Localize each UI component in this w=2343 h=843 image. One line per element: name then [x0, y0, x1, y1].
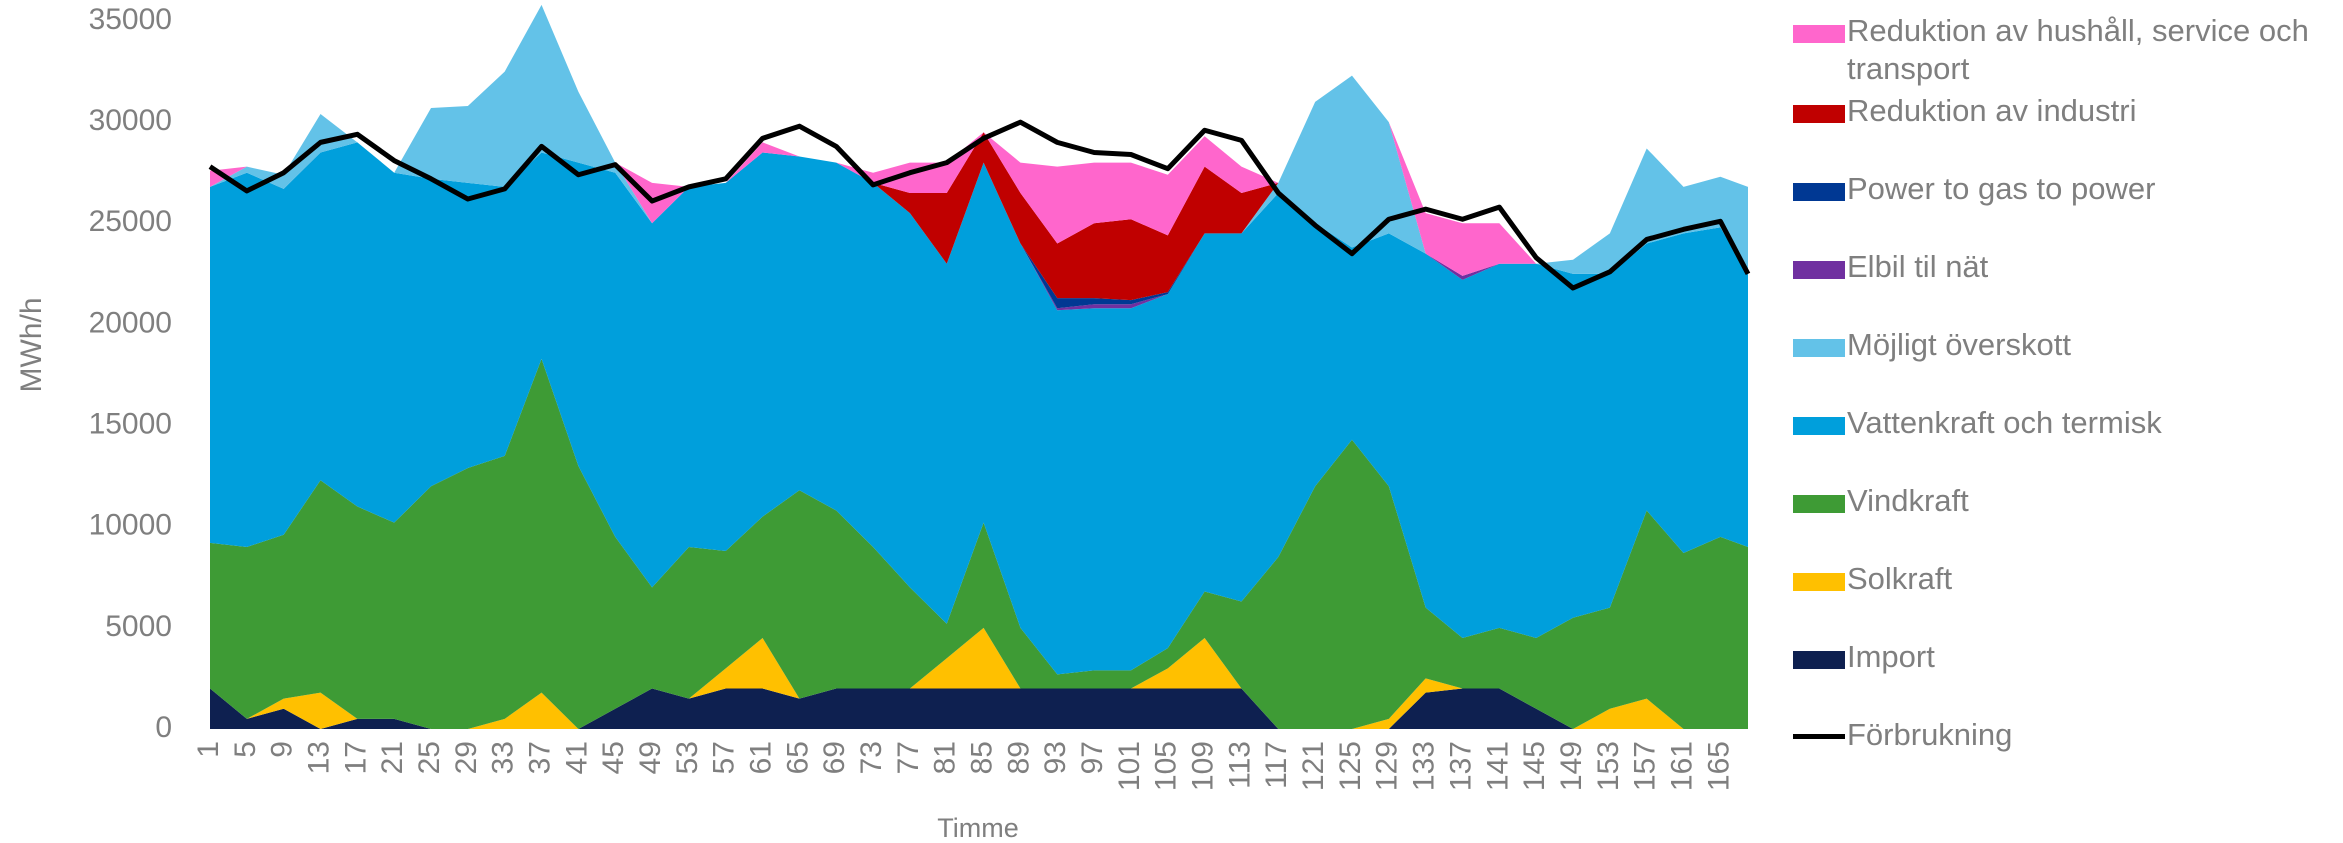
x-tick-label: 113 [1223, 741, 1256, 789]
area [210, 627, 1748, 729]
x-tick-label: 105 [1150, 741, 1183, 791]
x-tick-label: 65 [781, 741, 814, 774]
y-tick-label: 15000 [89, 407, 172, 440]
consumption-line [208, 119, 1751, 291]
legend-item: Solkraft [1793, 560, 1952, 598]
x-tick-label: 61 [744, 741, 777, 774]
legend-swatch [1793, 573, 1845, 591]
x-tick-label: 133 [1408, 741, 1441, 791]
x-tick-label: 117 [1260, 741, 1293, 789]
legend-label: Reduktion av industri [1847, 93, 2137, 128]
y-tick-label: 25000 [89, 205, 172, 238]
y-axis-label: MWh/h [15, 297, 48, 392]
x-tick-label: 89 [1002, 741, 1035, 774]
x-tick-label: 73 [855, 741, 888, 774]
area [210, 142, 1748, 675]
x-tick-label: 57 [708, 741, 741, 774]
y-tick-label: 20000 [89, 306, 172, 339]
legend-label: Import [1847, 639, 1935, 674]
x-tick-label: 137 [1444, 741, 1477, 791]
x-tick-label: 149 [1555, 741, 1588, 791]
y-tick-label: 0 [155, 711, 172, 744]
x-tick-label: 121 [1297, 741, 1330, 791]
legend-item: Reduktion av industri [1793, 92, 2137, 130]
x-tick-label: 1 [192, 741, 225, 758]
x-tick-label: 109 [1187, 741, 1220, 791]
y-tick-label: 5000 [105, 610, 172, 643]
x-tick-label: 129 [1371, 741, 1404, 791]
x-tick-label: 9 [266, 741, 299, 758]
x-tick-label: 53 [671, 741, 704, 774]
legend-label: Reduktion av hushåll, service och transp… [1847, 13, 2309, 86]
area [210, 688, 1748, 729]
legend-swatch [1793, 417, 1845, 435]
x-tick-label: 33 [487, 741, 520, 774]
legend-swatch [1793, 495, 1845, 513]
legend-item: Möjligt överskott [1793, 326, 2071, 364]
legend-item: Förbrukning [1793, 716, 2012, 754]
x-axis-label: Timme [937, 813, 1019, 843]
legend-label: Elbil til nät [1847, 249, 1989, 284]
legend-swatch [1793, 25, 1845, 43]
x-tick-label: 41 [560, 741, 593, 774]
area [210, 4, 1748, 301]
legend-label: Power to gas to power [1847, 171, 2156, 206]
legend-label: Vindkraft [1847, 483, 1969, 518]
legend-item: Power to gas to power [1793, 170, 2155, 208]
legend-item: Vindkraft [1793, 482, 1969, 520]
legend-label: Vattenkraft och termisk [1847, 405, 2162, 440]
x-tick-label: 49 [634, 741, 667, 774]
x-tick-label: 145 [1518, 741, 1551, 791]
y-tick-label: 10000 [89, 509, 172, 542]
legend-swatch [1793, 183, 1845, 201]
x-tick-label: 165 [1702, 741, 1735, 791]
legend-item: Reduktion av hushåll, service och transp… [1793, 12, 2322, 88]
legend-swatch [1793, 339, 1845, 357]
x-tick-label: 161 [1665, 741, 1698, 791]
legend-item: Import [1793, 638, 1935, 676]
x-tick-label: 141 [1481, 741, 1514, 791]
area [210, 358, 1748, 729]
legend-label: Solkraft [1847, 561, 1953, 596]
x-tick-label: 69 [818, 741, 851, 774]
x-tick-label: 17 [339, 741, 372, 774]
x-tick-label: 29 [450, 741, 483, 774]
x-tick-label: 125 [1334, 741, 1367, 791]
legend-item: Elbil til nät [1793, 248, 1988, 286]
x-tick-label: 97 [1076, 741, 1109, 774]
x-tick-label: 5 [229, 741, 262, 758]
x-tick-label: 81 [929, 741, 962, 774]
x-tick-label: 25 [413, 741, 446, 774]
legend-swatch [1793, 261, 1845, 279]
x-tick-label: 45 [597, 741, 630, 774]
x-tick-label: 13 [302, 741, 335, 774]
x-tick-label: 101 [1113, 741, 1146, 791]
x-tick-label: 157 [1629, 741, 1662, 791]
x-tick-label: 77 [892, 741, 925, 774]
x-tick-label: 85 [966, 741, 999, 774]
legend-label: Förbrukning [1847, 717, 2013, 752]
legend-swatch [1793, 651, 1845, 669]
x-tick-label: 153 [1592, 741, 1625, 791]
legend-item: Vattenkraft och termisk [1793, 404, 2162, 442]
area [210, 4, 1748, 311]
y-tick-label: 35000 [89, 3, 172, 36]
legend-label: Möjligt överskott [1847, 327, 2071, 362]
legend-swatch [1793, 105, 1845, 123]
x-tick-label: 21 [376, 741, 409, 774]
legend-swatch [1793, 734, 1845, 739]
y-tick-label: 30000 [89, 104, 172, 137]
x-tick-label: 93 [1039, 741, 1072, 774]
x-tick-label: 37 [523, 741, 556, 774]
